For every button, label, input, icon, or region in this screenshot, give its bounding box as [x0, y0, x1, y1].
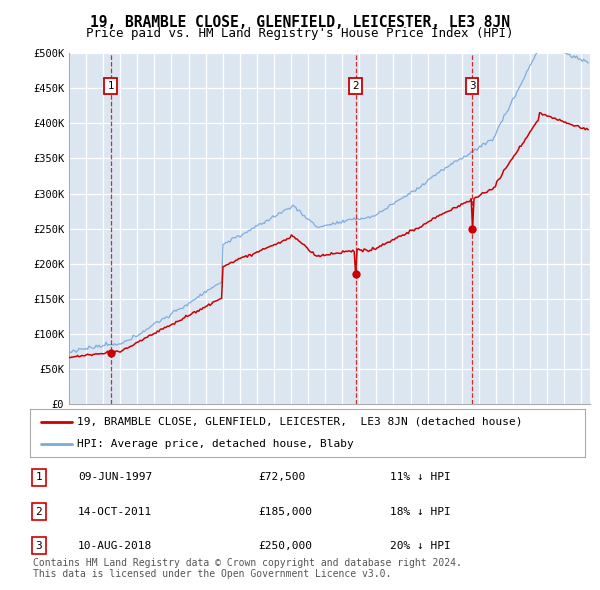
Text: 18% ↓ HPI: 18% ↓ HPI: [390, 507, 451, 516]
Text: 2: 2: [352, 81, 359, 91]
Text: 09-JUN-1997: 09-JUN-1997: [78, 473, 152, 482]
Text: Contains HM Land Registry data © Crown copyright and database right 2024.
This d: Contains HM Land Registry data © Crown c…: [33, 558, 462, 579]
Text: 11% ↓ HPI: 11% ↓ HPI: [390, 473, 451, 482]
Text: 3: 3: [35, 541, 43, 550]
Text: 19, BRAMBLE CLOSE, GLENFIELD, LEICESTER,  LE3 8JN (detached house): 19, BRAMBLE CLOSE, GLENFIELD, LEICESTER,…: [77, 417, 523, 427]
Text: £250,000: £250,000: [258, 541, 312, 550]
Text: 2: 2: [35, 507, 43, 516]
Text: 19, BRAMBLE CLOSE, GLENFIELD, LEICESTER, LE3 8JN: 19, BRAMBLE CLOSE, GLENFIELD, LEICESTER,…: [90, 15, 510, 30]
Text: 1: 1: [35, 473, 43, 482]
Text: £185,000: £185,000: [258, 507, 312, 516]
Text: 1: 1: [107, 81, 114, 91]
Text: £72,500: £72,500: [258, 473, 305, 482]
Text: Price paid vs. HM Land Registry's House Price Index (HPI): Price paid vs. HM Land Registry's House …: [86, 27, 514, 40]
Text: 3: 3: [469, 81, 475, 91]
Text: HPI: Average price, detached house, Blaby: HPI: Average price, detached house, Blab…: [77, 439, 354, 449]
Text: 20% ↓ HPI: 20% ↓ HPI: [390, 541, 451, 550]
Text: 10-AUG-2018: 10-AUG-2018: [78, 541, 152, 550]
Text: 14-OCT-2011: 14-OCT-2011: [78, 507, 152, 516]
